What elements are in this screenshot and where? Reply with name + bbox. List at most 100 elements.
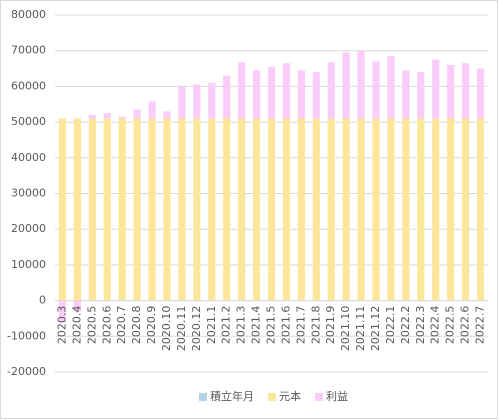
y-tick-label: 60000 — [11, 79, 46, 92]
x-tick-label: 2020.10 — [160, 306, 173, 352]
x-tick-label: 2021.4 — [250, 306, 263, 345]
x-tick-label: 2020.12 — [190, 306, 203, 352]
y-tick-label: 70000 — [11, 44, 46, 57]
bar — [238, 62, 246, 119]
bar — [148, 101, 156, 119]
bar — [193, 118, 201, 301]
bar — [476, 68, 485, 119]
bar — [462, 118, 470, 301]
bar — [282, 118, 291, 301]
bar — [103, 113, 111, 119]
x-tick-label: 2020.5 — [85, 306, 98, 345]
bar — [312, 72, 320, 119]
bar — [447, 64, 455, 119]
x-tick-label: 2022.3 — [414, 306, 427, 345]
bar — [118, 118, 126, 301]
x-tick-label: 2021.5 — [265, 306, 278, 345]
bar — [267, 118, 276, 301]
bar — [402, 118, 410, 301]
bar — [178, 86, 186, 119]
x-tick-label: 2021.3 — [235, 306, 248, 345]
bar — [387, 118, 395, 301]
y-tick-label: -10000 — [7, 329, 46, 342]
bar — [417, 118, 425, 301]
bar — [476, 118, 485, 301]
bar — [342, 118, 350, 301]
x-tick-label: 2021.11 — [354, 306, 367, 352]
bar — [342, 52, 350, 119]
bar — [297, 118, 305, 301]
legend-swatch — [315, 393, 323, 401]
x-tick-label: 2020.3 — [55, 306, 68, 345]
y-tick-label: 30000 — [11, 187, 46, 200]
x-tick-label: 2022.5 — [444, 306, 457, 345]
y-tick-label: 0 — [39, 294, 46, 307]
bar — [327, 62, 335, 119]
bar — [312, 118, 320, 301]
bar — [178, 118, 186, 301]
x-tick-label: 2021.7 — [294, 306, 307, 345]
bar — [133, 118, 141, 301]
bar — [148, 118, 156, 301]
bar — [118, 116, 126, 119]
x-tick-label: 2021.1 — [205, 306, 218, 345]
bar — [282, 63, 291, 119]
bar — [133, 109, 141, 119]
bar — [252, 118, 261, 301]
x-tick-label: 2020.8 — [130, 306, 143, 345]
bar — [58, 118, 67, 301]
bar — [327, 118, 335, 301]
bar — [73, 118, 81, 301]
bar — [357, 118, 365, 301]
bar — [372, 118, 380, 301]
x-tick-label: 2021.12 — [369, 306, 382, 352]
x-tick-label: 2021.2 — [220, 306, 233, 345]
bar — [223, 118, 231, 301]
bar — [432, 59, 440, 119]
bar — [103, 118, 111, 301]
bar — [208, 82, 216, 119]
x-tick-label: 2021.6 — [279, 306, 292, 345]
y-tick-label: -20000 — [7, 365, 46, 378]
y-tick-label: 80000 — [11, 8, 46, 21]
bar — [58, 300, 67, 323]
legend-label: 元本 — [279, 389, 301, 403]
x-tick-label: 2020.4 — [70, 306, 83, 345]
bar — [163, 111, 171, 119]
bar — [357, 50, 365, 119]
x-tick-label: 2020.9 — [145, 306, 158, 345]
bar — [462, 63, 470, 119]
bar — [223, 75, 231, 119]
x-tick-label: 2022.1 — [384, 306, 397, 345]
bar — [432, 118, 440, 301]
bar — [208, 118, 216, 301]
legend: 積立年月 元本 利益 — [199, 389, 348, 403]
bar — [372, 61, 380, 119]
bar — [447, 118, 455, 301]
bar — [88, 114, 96, 119]
x-tick-label: 2021.9 — [324, 306, 337, 345]
x-tick-label: 2021.8 — [309, 306, 322, 345]
y-tick-label: 10000 — [11, 258, 46, 271]
x-tick-label: 2021.10 — [339, 306, 352, 352]
x-tick-label: 2022.2 — [399, 306, 412, 345]
legend-swatch — [268, 393, 276, 401]
bar — [417, 72, 425, 119]
x-tick-label: 2020.6 — [100, 306, 113, 345]
x-tick-label: 2022.4 — [429, 306, 442, 345]
bar — [193, 84, 201, 119]
y-tick-label: 40000 — [11, 151, 46, 164]
bar — [402, 70, 410, 119]
bar — [252, 70, 261, 119]
x-tick-label: 2022.7 — [474, 306, 487, 345]
y-tick-label: 50000 — [11, 115, 46, 128]
y-tick-label: 20000 — [11, 222, 46, 235]
x-tick-label: 2020.7 — [115, 306, 128, 345]
bar — [238, 118, 246, 301]
legend-swatch — [199, 393, 207, 401]
bar — [297, 70, 305, 119]
x-tick-label: 2022.6 — [459, 306, 472, 345]
legend-label: 積立年月 — [210, 389, 254, 403]
bar — [73, 300, 81, 312]
